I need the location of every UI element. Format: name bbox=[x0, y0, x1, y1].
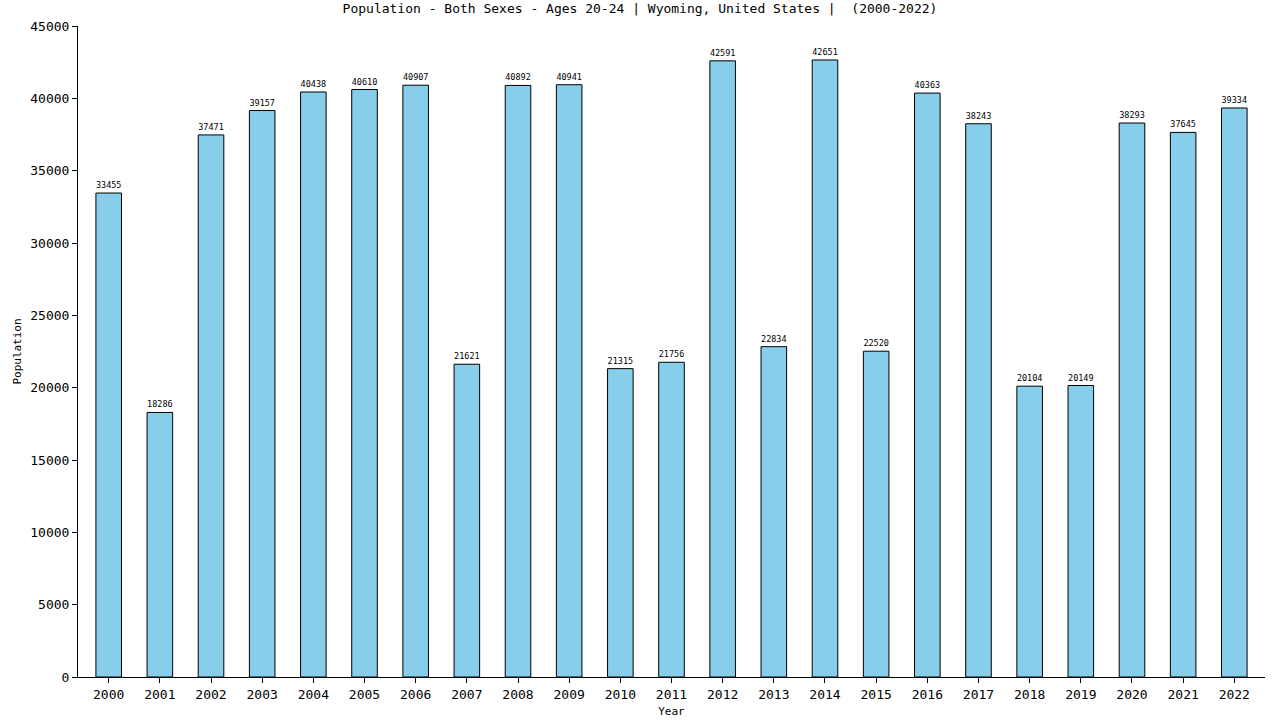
svg-text:2021: 2021 bbox=[1167, 687, 1198, 702]
svg-text:20000: 20000 bbox=[30, 380, 69, 395]
svg-text:25000: 25000 bbox=[30, 308, 69, 323]
svg-text:40000: 40000 bbox=[30, 91, 69, 106]
svg-text:0: 0 bbox=[62, 670, 70, 685]
svg-text:35000: 35000 bbox=[30, 163, 69, 178]
svg-text:22520: 22520 bbox=[863, 338, 889, 348]
svg-text:37645: 37645 bbox=[1170, 119, 1196, 129]
svg-text:2010: 2010 bbox=[605, 687, 636, 702]
svg-text:2002: 2002 bbox=[195, 687, 226, 702]
svg-text:2022: 2022 bbox=[1219, 687, 1250, 702]
svg-text:40941: 40941 bbox=[556, 72, 582, 82]
svg-text:2016: 2016 bbox=[912, 687, 943, 702]
svg-text:2006: 2006 bbox=[400, 687, 431, 702]
svg-text:2008: 2008 bbox=[502, 687, 533, 702]
svg-text:21621: 21621 bbox=[454, 351, 480, 361]
svg-text:5000: 5000 bbox=[38, 597, 69, 612]
svg-text:Population: Population bbox=[11, 318, 24, 384]
svg-text:2012: 2012 bbox=[707, 687, 738, 702]
svg-text:Year: Year bbox=[658, 705, 685, 718]
svg-text:2000: 2000 bbox=[93, 687, 124, 702]
svg-text:38293: 38293 bbox=[1119, 110, 1145, 120]
svg-text:40363: 40363 bbox=[915, 80, 941, 90]
svg-text:20149: 20149 bbox=[1068, 373, 1094, 383]
svg-text:21756: 21756 bbox=[659, 349, 685, 359]
svg-text:40892: 40892 bbox=[505, 72, 531, 82]
svg-text:2004: 2004 bbox=[298, 687, 329, 702]
svg-text:2020: 2020 bbox=[1116, 687, 1147, 702]
svg-text:30000: 30000 bbox=[30, 236, 69, 251]
svg-text:2011: 2011 bbox=[656, 687, 687, 702]
svg-text:45000: 45000 bbox=[30, 19, 69, 34]
svg-text:2019: 2019 bbox=[1065, 687, 1096, 702]
svg-text:2005: 2005 bbox=[349, 687, 380, 702]
svg-text:40907: 40907 bbox=[403, 72, 429, 82]
svg-text:22834: 22834 bbox=[761, 334, 786, 344]
svg-text:Population - Both Sexes - Ages: Population - Both Sexes - Ages 20-24 | W… bbox=[343, 1, 938, 16]
svg-text:2015: 2015 bbox=[861, 687, 892, 702]
svg-text:18286: 18286 bbox=[147, 399, 173, 409]
svg-text:2003: 2003 bbox=[247, 687, 278, 702]
svg-text:2009: 2009 bbox=[554, 687, 585, 702]
svg-text:42651: 42651 bbox=[812, 47, 838, 57]
svg-text:2018: 2018 bbox=[1014, 687, 1045, 702]
svg-text:2014: 2014 bbox=[809, 687, 840, 702]
svg-text:10000: 10000 bbox=[30, 525, 69, 540]
svg-text:15000: 15000 bbox=[30, 453, 69, 468]
svg-text:38243: 38243 bbox=[966, 111, 992, 121]
svg-text:40610: 40610 bbox=[352, 77, 378, 87]
svg-text:2013: 2013 bbox=[758, 687, 789, 702]
svg-text:42591: 42591 bbox=[710, 48, 736, 58]
svg-text:40438: 40438 bbox=[301, 79, 327, 89]
svg-text:2001: 2001 bbox=[144, 687, 175, 702]
svg-text:2007: 2007 bbox=[451, 687, 482, 702]
svg-text:37471: 37471 bbox=[198, 122, 224, 132]
svg-text:39157: 39157 bbox=[249, 98, 275, 108]
svg-text:39334: 39334 bbox=[1222, 95, 1247, 105]
svg-text:33455: 33455 bbox=[96, 180, 122, 190]
svg-text:21315: 21315 bbox=[608, 356, 634, 366]
svg-text:2017: 2017 bbox=[963, 687, 994, 702]
svg-text:20104: 20104 bbox=[1017, 373, 1042, 383]
